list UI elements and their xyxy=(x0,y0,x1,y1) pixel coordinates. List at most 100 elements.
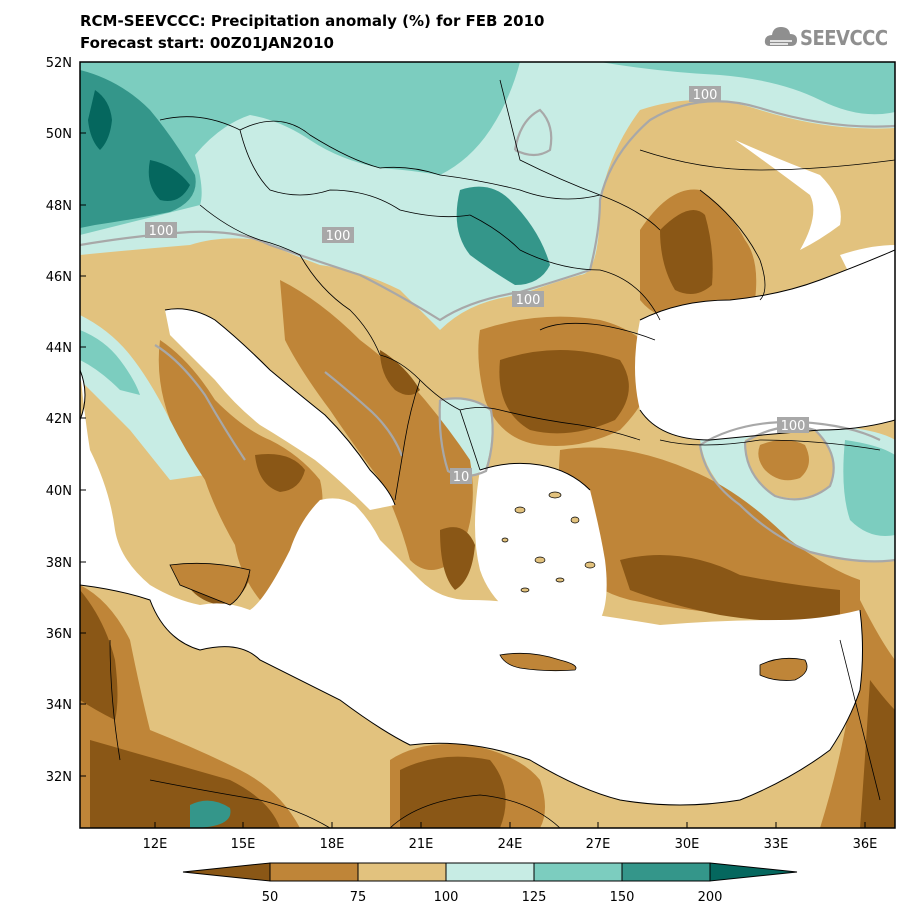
contour-label: 100 xyxy=(326,229,351,244)
lon-tick: 30E xyxy=(675,822,700,852)
colorbar-label: 125 xyxy=(522,890,547,905)
lat-tick-label: 34N xyxy=(46,698,72,713)
aegean-islands xyxy=(501,491,596,593)
wet-libya-coast-spot xyxy=(190,800,231,828)
lon-tick: 36E xyxy=(853,822,878,852)
colorbar-segment-above-200 xyxy=(709,862,798,882)
lon-tick-label: 24E xyxy=(498,837,523,852)
lat-tick: 36N xyxy=(46,627,86,642)
colorbar-segment-below-50 xyxy=(182,862,271,882)
lat-tick-label: 50N xyxy=(46,127,72,142)
dry-strong-bulgaria xyxy=(499,350,629,434)
logo-text: SEEVCCC xyxy=(800,26,888,50)
lon-tick-label: 30E xyxy=(675,837,700,852)
colorbar-segment-125-150 xyxy=(533,862,623,882)
dry-balkans xyxy=(280,280,473,570)
colorbar-segment-150-200 xyxy=(621,862,711,882)
colorbar xyxy=(182,862,798,882)
lon-tick: 15E xyxy=(231,822,256,852)
contour-labels: 100 100 100 100 100 10 xyxy=(145,86,809,485)
lat-tick-label: 40N xyxy=(46,484,72,499)
map-title: RCM-SEEVCCC: Precipitation anomaly (%) f… xyxy=(80,12,545,30)
sea-black xyxy=(635,250,895,440)
lat-tick: 52N xyxy=(46,56,86,71)
coastlines xyxy=(80,249,895,806)
dry-strong-balkans xyxy=(380,350,475,590)
lon-tick-label: 27E xyxy=(586,837,611,852)
island-sicily xyxy=(169,562,251,606)
colorbar-label: 50 xyxy=(262,890,279,905)
lat-tick: 40N xyxy=(46,484,86,499)
lon-tick: 33E xyxy=(764,822,789,852)
lat-tick: 42N xyxy=(46,412,86,427)
latitude-axis: 52N 50N 48N 46N 44N 42N 40N 38N 36N 34N … xyxy=(46,56,86,785)
contour-label: 100 xyxy=(781,419,806,434)
colorbar-label: 75 xyxy=(350,890,367,905)
island-crete xyxy=(499,652,577,672)
lon-tick: 12E xyxy=(143,822,168,852)
contour-label-box: 100 xyxy=(322,227,354,244)
lon-tick-label: 18E xyxy=(320,837,345,852)
colorbar-label: 150 xyxy=(610,890,635,905)
lon-tick-label: 15E xyxy=(231,837,256,852)
dry-anatolia-spot xyxy=(758,440,809,481)
lon-tick: 18E xyxy=(320,822,345,852)
lat-tick-label: 32N xyxy=(46,770,72,785)
lon-tick-label: 33E xyxy=(764,837,789,852)
longitude-axis: 12E 15E 18E 21E 24E 27E 30E 33E 36E xyxy=(143,822,878,852)
contour-label-box: 100 xyxy=(145,222,177,239)
dry-strong-ukraine xyxy=(660,210,713,294)
lon-tick-label: 21E xyxy=(409,837,434,852)
country-borders xyxy=(109,79,895,828)
lon-tick-label: 12E xyxy=(143,837,168,852)
lat-tick-label: 36N xyxy=(46,627,72,642)
sea-tyrrhenian-med xyxy=(80,370,863,805)
lon-tick-label: 36E xyxy=(853,837,878,852)
lat-tick-label: 42N xyxy=(46,412,72,427)
sea-aegean xyxy=(475,463,607,623)
lat-tick-label: 46N xyxy=(46,270,72,285)
lat-tick-label: 48N xyxy=(46,199,72,214)
lat-tick: 34N xyxy=(46,698,86,713)
cloud-icon xyxy=(764,27,797,46)
wet-mid-anatolia xyxy=(843,440,895,536)
lat-tick: 48N xyxy=(46,199,86,214)
contour-label: 100 xyxy=(693,88,718,103)
lat-tick: 32N xyxy=(46,770,86,785)
contour-label-box: 10 xyxy=(450,468,472,485)
lon-tick: 21E xyxy=(409,822,434,852)
contour-label-box: 100 xyxy=(512,291,544,308)
dry-strong-libya xyxy=(400,756,506,828)
map-frame xyxy=(79,61,896,829)
seevccc-logo: SEEVCCC xyxy=(764,22,904,56)
island-cyprus xyxy=(759,657,808,681)
dry-italy xyxy=(158,340,323,600)
lat-tick-label: 38N xyxy=(46,556,72,571)
lat-tick: 50N xyxy=(46,127,86,142)
lat-tick: 46N xyxy=(46,270,86,285)
white-streak-ukraine xyxy=(735,140,841,250)
lat-tick-label: 44N xyxy=(46,341,72,356)
forecast-start-subtitle: Forecast start: 00Z01JAN2010 xyxy=(80,34,334,52)
contour-label: 10 xyxy=(453,470,470,485)
lat-tick: 44N xyxy=(46,341,86,356)
contour-label: 100 xyxy=(516,293,541,308)
colorbar-labels: 50 75 100 125 150 200 xyxy=(262,890,723,905)
contour-label-box: 100 xyxy=(689,86,721,103)
map-field xyxy=(80,62,895,828)
sea-adriatic xyxy=(165,308,395,510)
colorbar-segment-50-75 xyxy=(269,862,359,882)
lat-tick-label: 52N xyxy=(46,56,72,71)
lon-tick: 24E xyxy=(498,822,523,852)
contour-label-box: 100 xyxy=(777,417,809,434)
wet-mid-italy-coast xyxy=(80,330,140,395)
dry-strong-turkey xyxy=(620,555,840,622)
wet-very-nw xyxy=(88,90,190,201)
colorbar-label: 200 xyxy=(698,890,723,905)
colorbar-segment-100-125 xyxy=(445,862,535,882)
colorbar-label: 100 xyxy=(434,890,459,905)
dry-strong-levant xyxy=(860,680,895,828)
dry-strong-north-africa xyxy=(80,590,280,828)
lon-tick: 27E xyxy=(586,822,611,852)
